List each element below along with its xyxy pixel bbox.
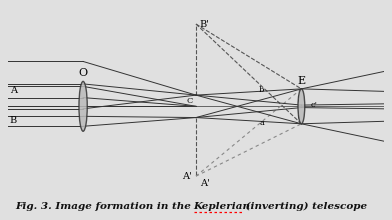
Text: B: B <box>10 116 17 125</box>
Text: A': A' <box>200 179 209 188</box>
Text: a: a <box>260 119 264 126</box>
Text: O: O <box>78 68 88 78</box>
Text: E: E <box>297 76 305 86</box>
Ellipse shape <box>79 81 87 131</box>
Ellipse shape <box>298 89 305 124</box>
Text: B': B' <box>200 20 210 29</box>
Text: A: A <box>10 86 17 95</box>
Text: Keplerian: Keplerian <box>194 202 250 211</box>
Text: Fig. 3. Image formation in the: Fig. 3. Image formation in the <box>16 202 195 211</box>
Text: b: b <box>259 86 265 94</box>
Text: (inverting) telescope: (inverting) telescope <box>242 202 367 211</box>
Text: A': A' <box>183 172 192 182</box>
Text: c': c' <box>311 101 318 109</box>
Text: C: C <box>187 97 193 105</box>
